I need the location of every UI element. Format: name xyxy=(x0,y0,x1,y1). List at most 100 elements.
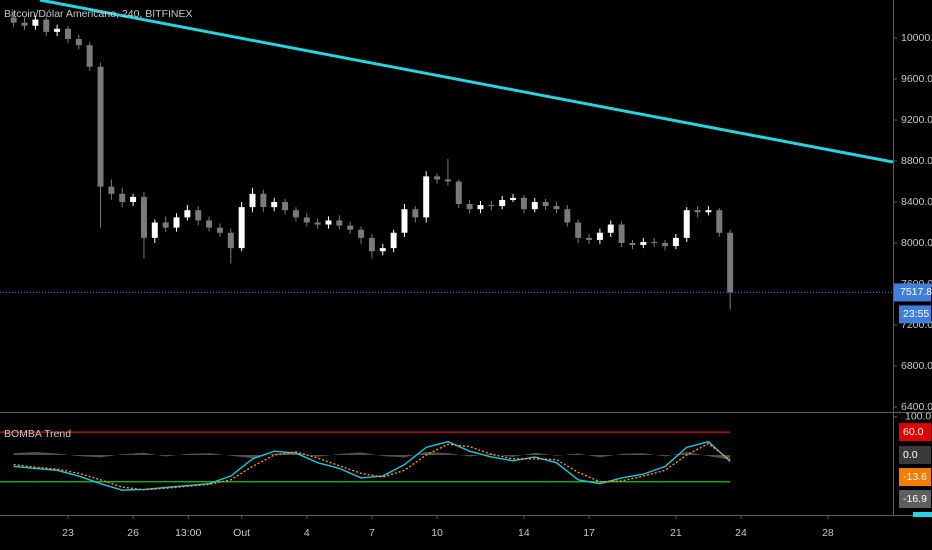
candle-body xyxy=(629,242,636,246)
candle-body xyxy=(347,225,354,230)
x-tick-label: 23 xyxy=(62,527,74,539)
indicator-pane: 100.0 60.0 0.0 -13.6 -16.9 xyxy=(0,411,931,509)
x-tick-label: 7 xyxy=(369,527,375,539)
candle-body xyxy=(10,17,17,23)
y-tick-label: 6800.0 xyxy=(901,360,932,372)
y-tick-label: 9200.0 xyxy=(901,114,932,126)
candle-body xyxy=(520,197,527,210)
last-price-badge xyxy=(894,283,931,302)
candle-body xyxy=(32,19,39,26)
candle-body xyxy=(314,222,321,225)
candle-body xyxy=(607,224,614,233)
y-tick-label: 8400.0 xyxy=(901,196,932,208)
candle-body xyxy=(390,232,397,249)
candle-body xyxy=(542,202,549,207)
x-tick-label: 4 xyxy=(304,527,310,539)
value-badge-label: 0.0 xyxy=(903,449,918,461)
candle-body xyxy=(119,193,126,203)
candle-body xyxy=(64,28,71,40)
candle-body xyxy=(466,204,473,210)
candle-body xyxy=(694,210,701,213)
candle-body xyxy=(531,202,538,210)
y-tick-label: 9600.0 xyxy=(901,73,932,85)
candle-body xyxy=(596,232,603,240)
value-badge xyxy=(899,446,931,465)
candle-body xyxy=(206,220,213,228)
chart-title: Bitcoin/Dólar Americano, 240, BITFINEX xyxy=(4,8,193,20)
value-badge xyxy=(899,423,931,442)
candle-body xyxy=(260,193,267,208)
x-tick-label: 28 xyxy=(822,527,834,539)
candle-body xyxy=(683,210,690,238)
y-tick-label: 6400.0 xyxy=(901,401,932,413)
indicator-line xyxy=(13,442,731,491)
candle-body xyxy=(618,224,625,243)
candle-body xyxy=(184,210,191,218)
x-tick-label: 21 xyxy=(670,527,682,539)
candle-body xyxy=(477,205,484,210)
candle-body xyxy=(423,176,430,218)
candle-body xyxy=(488,205,495,207)
candle-body xyxy=(379,248,386,252)
x-tick-label: 26 xyxy=(127,527,139,539)
y-tick-label: 8800.0 xyxy=(901,155,932,167)
candle-body xyxy=(130,196,137,203)
candle-body xyxy=(401,209,408,233)
candle-body xyxy=(716,210,723,233)
candle-body xyxy=(173,217,180,228)
last-price-label: 7517.8 xyxy=(900,286,932,298)
candle-body xyxy=(271,202,278,208)
candle-body xyxy=(227,232,234,249)
x-tick-label: 10 xyxy=(431,527,443,539)
candle-body xyxy=(336,220,343,226)
candle-body xyxy=(651,241,658,243)
y-tick-label: 100.0 xyxy=(905,411,931,423)
candle-body xyxy=(216,227,223,233)
value-badge xyxy=(899,468,931,487)
indicator-title: BOMBA Trend xyxy=(4,428,71,440)
x-tick-label: 14 xyxy=(518,527,530,539)
countdown-badge xyxy=(899,305,931,324)
candle-body xyxy=(412,209,419,218)
candle-body xyxy=(455,181,462,205)
candle-body xyxy=(249,193,256,208)
trendline xyxy=(39,0,894,164)
candle-body xyxy=(662,242,669,247)
x-tick-label: 13:00 xyxy=(175,527,201,539)
candle-body xyxy=(586,237,593,240)
corner-marker xyxy=(913,512,932,517)
y-tick-label: 8000.0 xyxy=(901,237,932,249)
candle-body xyxy=(54,28,61,32)
candle-body xyxy=(238,207,245,249)
candle-body xyxy=(292,210,299,218)
candle-body xyxy=(43,19,50,32)
candle-body xyxy=(640,241,647,246)
candle-body xyxy=(325,220,332,225)
value-badge-label: -13.6 xyxy=(903,471,927,483)
candle-body xyxy=(672,237,679,247)
candle-body xyxy=(151,222,158,238)
candle-body xyxy=(162,222,169,228)
x-tick-label: Out xyxy=(233,527,250,539)
candle-body xyxy=(358,229,365,238)
candle-body xyxy=(575,222,582,238)
candle-body xyxy=(282,202,289,211)
candle-body xyxy=(434,176,441,180)
candle-body xyxy=(86,45,93,67)
x-tick-label: 24 xyxy=(735,527,747,539)
value-badge-label: -16.9 xyxy=(903,493,927,505)
indicator-area xyxy=(13,451,731,460)
y-tick-label: 10000.0 xyxy=(901,32,932,44)
candle-body xyxy=(75,39,82,46)
candle-body xyxy=(727,232,734,293)
candle-body xyxy=(195,210,202,221)
countdown-label: 23:55 xyxy=(903,308,929,320)
candle-body xyxy=(564,209,571,223)
x-tick-label: 17 xyxy=(583,527,595,539)
candle-body xyxy=(97,66,104,187)
candle-body xyxy=(553,206,560,210)
